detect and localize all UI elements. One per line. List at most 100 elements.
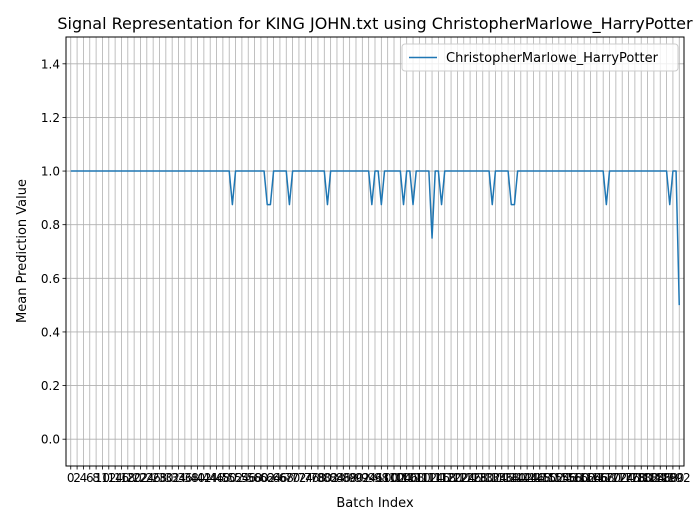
x-tick-label: 50 <box>222 471 237 485</box>
legend-box <box>401 43 679 72</box>
x-tick-label: 56 <box>241 471 256 485</box>
x-tick-label: 22 <box>133 471 148 485</box>
x-tick-label: 74 <box>298 471 313 485</box>
x-tick-label: 106 <box>395 471 418 485</box>
x-tick-label: 100 <box>376 471 399 485</box>
chart-title: Signal Representation for KING JOHN.txt … <box>57 14 693 34</box>
x-tick-label: 90 <box>348 471 363 485</box>
x-tick-label: 72 <box>291 471 306 485</box>
x-tick-label: 148 <box>528 471 551 485</box>
x-tick-label: 110 <box>408 471 431 485</box>
x-tick-label: 26 <box>146 471 161 485</box>
series-line <box>70 170 680 306</box>
x-tick-label: 44 <box>203 471 218 485</box>
y-tick-label: 0.6 <box>41 272 60 286</box>
x-tick-label: 170 <box>598 471 621 485</box>
x-tick-label: 6 <box>86 471 94 485</box>
x-tick-label: 46 <box>209 471 224 485</box>
x-tick-label: 80 <box>317 471 332 485</box>
x-tick-label: 32 <box>165 471 180 485</box>
x-tick-label: 136 <box>490 471 513 485</box>
y-gridlines <box>66 63 684 440</box>
x-tick-label: 68 <box>279 471 294 485</box>
x-tick-label: 114 <box>421 471 444 485</box>
x-tick-label: 104 <box>389 471 412 485</box>
x-tick-label: 186 <box>649 471 672 485</box>
x-tick-label: 8 <box>92 471 100 485</box>
x-tick-label: 76 <box>304 471 319 485</box>
x-tick-label: 64 <box>266 471 281 485</box>
x-tick-label: 130 <box>471 471 494 485</box>
y-tick-label: 0.4 <box>41 325 60 339</box>
x-tick-label: 164 <box>579 471 602 485</box>
x-tick-label: 168 <box>592 471 615 485</box>
x-axis-label: Batch Index <box>336 496 414 511</box>
x-tick-label: 140 <box>503 471 526 485</box>
x-tick-label: 88 <box>342 471 357 485</box>
x-tick-label: 122 <box>446 471 469 485</box>
x-tick-label: 192 <box>668 471 691 485</box>
x-tick-label: 124 <box>452 471 475 485</box>
x-tick-label: 112 <box>414 471 437 485</box>
x-axis-ticks: 0246810121416182022242628303234363840424… <box>67 466 691 485</box>
x-tick-label: 102 <box>383 471 406 485</box>
x-tick-label: 108 <box>402 471 425 485</box>
x-tick-label: 128 <box>465 471 488 485</box>
x-tick-label: 190 <box>661 471 684 485</box>
x-tick-label: 182 <box>636 471 659 485</box>
y-axis-ticks: 0.0 0.2 0.4 0.6 0.8 1.0 1.2 1.4 <box>41 57 66 447</box>
y-tick-label: 1.4 <box>41 57 60 71</box>
x-tick-label: 120 <box>440 471 463 485</box>
x-tick-label: 4 <box>80 471 88 485</box>
x-tick-label: 84 <box>329 471 344 485</box>
x-tick-label: 12 <box>101 471 116 485</box>
x-gridlines <box>70 37 680 466</box>
x-tick-label: 162 <box>573 471 596 485</box>
x-tick-label: 10 <box>95 471 110 485</box>
x-tick-label: 34 <box>171 471 186 485</box>
x-tick-label: 176 <box>617 471 640 485</box>
x-tick-label: 116 <box>427 471 450 485</box>
x-tick-label: 40 <box>190 471 205 485</box>
x-tick-label: 28 <box>152 471 167 485</box>
x-tick-label: 52 <box>228 471 243 485</box>
x-tick-label: 24 <box>139 471 154 485</box>
x-tick-label: 184 <box>642 471 665 485</box>
x-tick-label: 142 <box>509 471 532 485</box>
x-tick-label: 58 <box>247 471 262 485</box>
x-tick-label: 180 <box>630 471 653 485</box>
x-tick-label: 86 <box>336 471 351 485</box>
x-tick-label: 98 <box>374 471 389 485</box>
x-tick-label: 48 <box>215 471 230 485</box>
x-tick-label: 38 <box>184 471 199 485</box>
x-tick-label: 60 <box>253 471 268 485</box>
x-tick-label: 152 <box>541 471 564 485</box>
y-tick-label: 0.2 <box>41 379 60 393</box>
legend: ChristopherMarlowe_HarryPotter <box>401 43 679 72</box>
x-tick-label: 174 <box>611 471 634 485</box>
x-tick-label: 178 <box>623 471 646 485</box>
x-tick-label: 132 <box>478 471 501 485</box>
x-tick-label: 62 <box>260 471 275 485</box>
x-tick-label: 150 <box>535 471 558 485</box>
series-layer <box>70 170 680 306</box>
x-tick-label: 96 <box>367 471 382 485</box>
x-tick-label: 156 <box>554 471 577 485</box>
x-tick-label: 92 <box>355 471 370 485</box>
x-tick-label: 36 <box>177 471 192 485</box>
y-tick-label: 1.0 <box>41 165 60 179</box>
legend-label: ChristopherMarlowe_HarryPotter <box>446 51 659 66</box>
x-tick-label: 42 <box>196 471 211 485</box>
y-tick-label: 1.2 <box>41 111 60 125</box>
x-tick-label: 14 <box>107 471 122 485</box>
x-tick-label: 20 <box>126 471 141 485</box>
x-tick-label: 94 <box>361 471 376 485</box>
x-tick-label: 134 <box>484 471 507 485</box>
x-tick-label: 18 <box>120 471 135 485</box>
x-tick-label: 144 <box>516 471 539 485</box>
x-tick-label: 0 <box>67 471 75 485</box>
y-tick-label: 0.0 <box>41 433 60 447</box>
x-tick-label: 2 <box>73 471 81 485</box>
x-tick-label: 118 <box>433 471 456 485</box>
